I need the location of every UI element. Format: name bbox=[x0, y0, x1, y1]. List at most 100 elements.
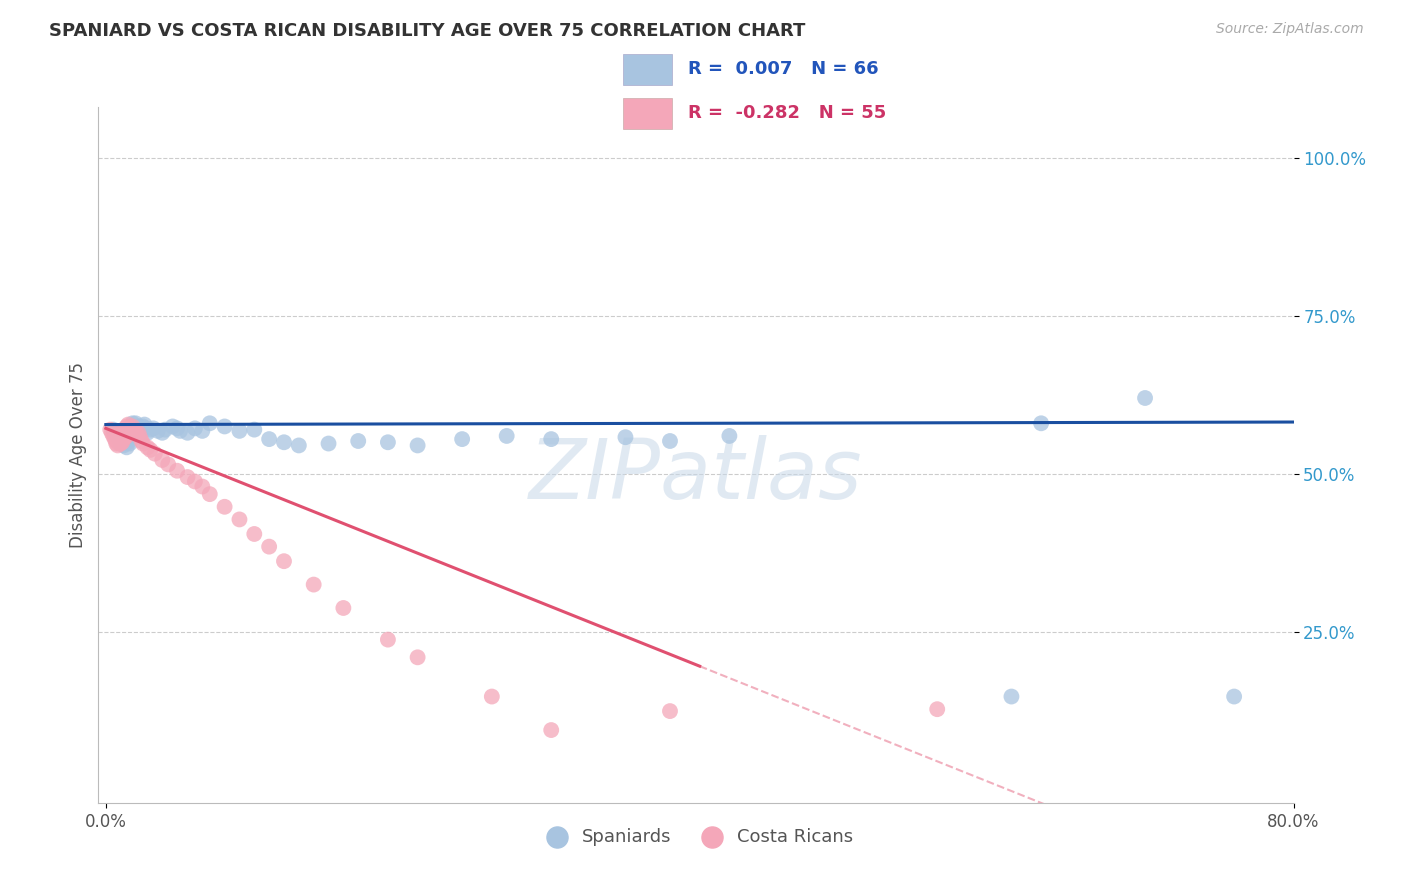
Point bbox=[115, 419, 138, 434]
Point bbox=[122, 419, 145, 434]
Point bbox=[135, 421, 157, 435]
Point bbox=[273, 554, 295, 568]
Point bbox=[540, 723, 562, 737]
Point bbox=[166, 421, 188, 435]
Point bbox=[142, 421, 165, 435]
Point bbox=[302, 577, 325, 591]
Point bbox=[132, 436, 155, 450]
Text: R =  -0.282   N = 55: R = -0.282 N = 55 bbox=[688, 104, 886, 122]
Point bbox=[136, 440, 159, 454]
Point bbox=[112, 430, 135, 444]
Point bbox=[139, 423, 162, 437]
Point bbox=[718, 429, 741, 443]
Point bbox=[659, 704, 682, 718]
Point bbox=[169, 424, 191, 438]
Point bbox=[124, 424, 146, 438]
Point bbox=[377, 435, 399, 450]
Point bbox=[110, 436, 132, 450]
Point bbox=[117, 425, 139, 440]
Point bbox=[198, 487, 221, 501]
Point bbox=[125, 427, 148, 442]
Point bbox=[110, 425, 132, 440]
Point bbox=[121, 425, 143, 440]
Point bbox=[110, 430, 132, 444]
Point bbox=[131, 434, 153, 448]
Point bbox=[103, 429, 125, 443]
Point bbox=[176, 470, 198, 484]
Point bbox=[101, 425, 124, 440]
Point bbox=[132, 419, 155, 434]
Point bbox=[120, 421, 142, 435]
Point bbox=[150, 453, 173, 467]
Point bbox=[117, 417, 139, 432]
Point bbox=[111, 435, 134, 450]
Point bbox=[124, 424, 146, 438]
Point bbox=[1133, 391, 1156, 405]
Point bbox=[118, 436, 141, 450]
Point bbox=[155, 423, 177, 437]
Point bbox=[114, 427, 136, 442]
Point bbox=[108, 429, 131, 443]
Point bbox=[318, 436, 340, 450]
Point bbox=[243, 527, 266, 541]
Point bbox=[198, 417, 221, 431]
Point bbox=[150, 425, 173, 440]
Point bbox=[104, 432, 127, 446]
Point bbox=[1000, 690, 1022, 704]
Text: ZIPatlas: ZIPatlas bbox=[529, 435, 863, 516]
Point bbox=[117, 435, 139, 450]
Point bbox=[406, 650, 429, 665]
Point bbox=[162, 419, 184, 434]
Point bbox=[110, 436, 132, 450]
Point bbox=[107, 429, 129, 443]
Point bbox=[108, 436, 131, 450]
Point bbox=[927, 702, 949, 716]
Point bbox=[157, 458, 180, 472]
Point bbox=[118, 429, 141, 443]
Point bbox=[114, 436, 136, 450]
Point bbox=[110, 432, 132, 446]
Point bbox=[124, 417, 146, 431]
Point bbox=[122, 423, 145, 437]
Point bbox=[166, 464, 188, 478]
Bar bbox=[623, 54, 672, 85]
Point bbox=[115, 432, 138, 446]
Point bbox=[108, 432, 131, 446]
Point bbox=[112, 438, 135, 452]
Point bbox=[1223, 690, 1246, 704]
Point bbox=[288, 438, 311, 452]
Text: Source: ZipAtlas.com: Source: ZipAtlas.com bbox=[1216, 22, 1364, 37]
Point bbox=[540, 432, 562, 446]
Point bbox=[128, 419, 150, 434]
Point bbox=[107, 430, 129, 444]
Point bbox=[129, 430, 152, 444]
Point bbox=[111, 434, 134, 448]
Point bbox=[191, 424, 214, 438]
Point bbox=[112, 432, 135, 446]
Point bbox=[128, 429, 150, 443]
Point bbox=[114, 421, 136, 435]
Point bbox=[659, 434, 682, 448]
Y-axis label: Disability Age Over 75: Disability Age Over 75 bbox=[69, 362, 87, 548]
Bar bbox=[623, 98, 672, 129]
Point bbox=[111, 427, 134, 442]
Point bbox=[131, 421, 153, 435]
Point bbox=[377, 632, 399, 647]
Point bbox=[110, 429, 132, 443]
Point bbox=[105, 436, 128, 450]
Point bbox=[176, 425, 198, 440]
Point bbox=[495, 429, 517, 443]
Point bbox=[107, 438, 129, 452]
Point bbox=[118, 421, 141, 435]
Point bbox=[347, 434, 370, 448]
Point bbox=[257, 432, 280, 446]
Point bbox=[243, 423, 266, 437]
Text: R =  0.007   N = 66: R = 0.007 N = 66 bbox=[688, 61, 879, 78]
Point bbox=[125, 423, 148, 437]
Point bbox=[228, 424, 250, 438]
Point bbox=[451, 432, 474, 446]
Point bbox=[128, 425, 150, 440]
Point bbox=[115, 440, 138, 454]
Text: SPANIARD VS COSTA RICAN DISABILITY AGE OVER 75 CORRELATION CHART: SPANIARD VS COSTA RICAN DISABILITY AGE O… bbox=[49, 22, 806, 40]
Point bbox=[184, 421, 207, 435]
